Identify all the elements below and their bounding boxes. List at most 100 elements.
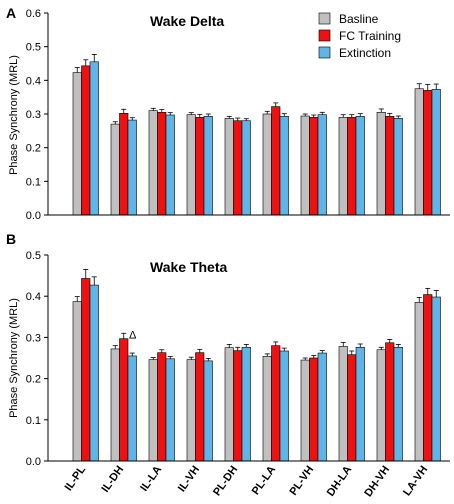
panel-b-letter: B [6,231,16,247]
y-tick-label: 0.3 [26,332,41,344]
legend-label: Extinction [339,46,391,60]
y-tick-label: 0.6 [26,8,41,20]
panel-b-title: Wake Theta [150,259,227,275]
bar-pl-dh-fc-training [233,120,243,216]
y-tick-label: 0.2 [26,374,41,386]
bar-dh-vh-extinction [393,346,403,462]
x-category-label: PL-VH [287,464,316,498]
bar-il-dh-basline [110,123,120,216]
bar-la-vh-basline [414,302,424,462]
bar-il-pl-fc-training [81,278,91,462]
panel-a-y-axis-label: Phase Synchrony (MRL) [8,55,20,175]
bar-pl-la-basline [262,113,272,216]
bar-la-vh-extinction [431,296,441,462]
panel-a-bars [72,54,441,216]
legend-label: Basline [339,12,379,26]
panel-a-axes [47,13,450,216]
y-tick-label: 0.1 [26,176,41,188]
x-category-label: IL-DH [100,464,127,495]
panel-b-annotations: Δ [129,329,137,341]
bar-dh-la-fc-training [347,117,357,216]
bar-il-la-extinction [165,358,175,462]
bar-il-dh-extinction [127,119,137,216]
bar-la-vh-fc-training [423,90,433,216]
bar-dh-vh-extinction [393,118,403,216]
bar-pl-dh-extinction [241,346,251,462]
bar-dh-la-basline [338,346,348,462]
bar-pl-dh-basline [224,118,234,216]
x-category-label: IL-LA [138,464,164,494]
y-tick-label: 0.3 [26,109,41,121]
bar-il-vh-fc-training [195,352,205,462]
y-tick-label: 0.0 [26,456,41,468]
significance-annotation: Δ [129,329,137,341]
bar-dh-vh-basline [376,349,386,462]
bar-pl-vh-extinction [317,352,327,462]
panel-a-title: Wake Delta [150,13,224,29]
bar-dh-vh-basline [376,112,386,216]
bar-la-vh-fc-training [423,294,433,462]
bar-il-pl-basline [72,301,82,462]
legend-swatch [318,12,331,25]
panel-b-y-axis-label: Phase Synchrony (MRL) [8,298,20,418]
panel-a-letter: A [6,5,16,21]
bar-pl-la-basline [262,356,272,462]
bar-il-la-fc-training [157,352,167,462]
bar-la-vh-extinction [431,89,441,216]
legend: Basline FC Training Extinction [318,12,401,60]
bar-il-dh-extinction [127,355,137,462]
panel-b: B Wake Theta Phase Synchrony (MRL) 0.0 0.… [6,231,450,499]
y-tick-label: 0.5 [26,250,41,262]
bar-il-pl-basline [72,72,82,216]
bar-pl-vh-fc-training [309,117,319,216]
bar-il-vh-fc-training [195,117,205,216]
bar-pl-vh-basline [300,115,310,216]
bar-il-pl-extinction [89,61,99,216]
bar-dh-la-basline [338,117,348,216]
panel-b-axes [47,255,450,462]
bar-il-la-extinction [165,114,175,216]
panel-b-y-ticks: 0.0 0.1 0.2 0.3 0.4 0.5 [26,250,48,468]
bar-il-pl-fc-training [81,65,91,216]
bar-dh-vh-fc-training [385,342,395,462]
bar-il-la-fc-training [157,112,167,216]
bar-dh-la-fc-training [347,354,357,462]
x-category-label: IL-VH [176,464,202,494]
bar-la-vh-basline [414,88,424,216]
x-category-label: LA-VH [401,464,430,498]
x-category-label: PL-DH [211,464,240,498]
legend-swatch [318,29,331,42]
bar-il-dh-fc-training [119,113,129,216]
bar-dh-la-extinction [355,116,365,216]
bar-il-vh-extinction [203,360,213,462]
y-tick-label: 0.4 [26,291,41,303]
panel-b-bars [72,269,441,462]
bar-il-vh-basline [186,359,196,462]
bar-dh-la-extinction [355,346,365,462]
bar-pl-dh-extinction [241,120,251,216]
bar-dh-vh-fc-training [385,116,395,216]
bar-pl-vh-basline [300,359,310,462]
bar-pl-la-extinction [279,350,289,462]
x-category-label: DH-VH [362,464,392,499]
bar-il-dh-fc-training [119,338,129,462]
bar-pl-la-fc-training [271,106,281,216]
legend-label: FC Training [339,29,401,43]
x-category-label: DH-LA [325,464,354,499]
y-tick-label: 0.4 [26,75,41,87]
y-tick-label: 0.0 [26,210,41,222]
bar-il-dh-basline [110,348,120,462]
bar-pl-vh-extinction [317,114,327,216]
x-category-label: IL-PL [63,464,89,494]
bar-il-la-basline [148,110,158,216]
y-tick-label: 0.5 [26,42,41,54]
x-category-label: PL-LA [250,464,278,497]
bar-pl-dh-fc-training [233,350,243,462]
bar-pl-vh-fc-training [309,357,319,462]
bar-il-pl-extinction [89,284,99,462]
bar-il-vh-extinction [203,116,213,216]
legend-swatch [318,46,331,59]
bar-pl-la-extinction [279,116,289,216]
y-tick-label: 0.2 [26,143,41,155]
